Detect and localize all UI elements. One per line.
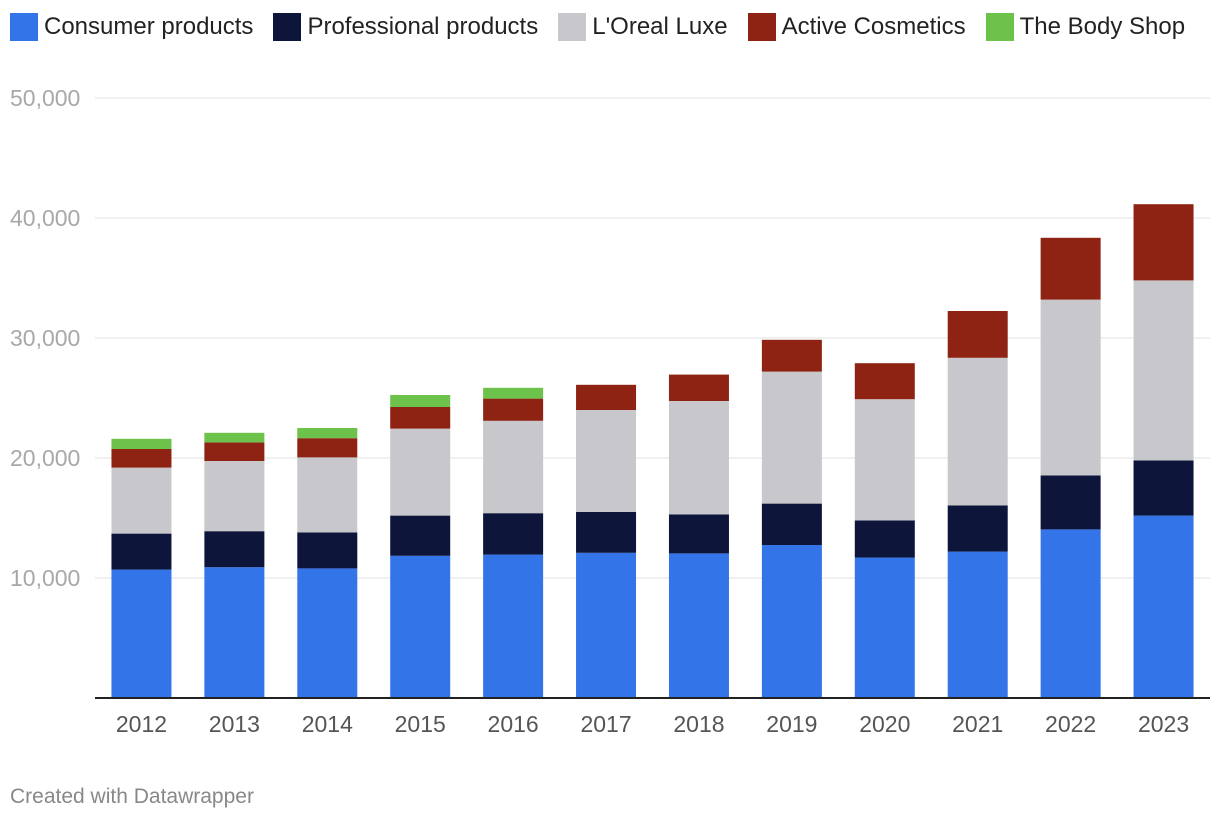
bar-segment bbox=[668, 374, 729, 401]
y-tick-label: 50,000 bbox=[10, 85, 80, 111]
bar-segment bbox=[111, 438, 172, 449]
x-tick-label: 2018 bbox=[673, 711, 724, 737]
bar-segment bbox=[854, 520, 915, 558]
bar-segment bbox=[111, 533, 172, 570]
bar-segment bbox=[483, 513, 544, 555]
x-tick-label: 2019 bbox=[766, 711, 817, 737]
legend-swatch bbox=[985, 13, 1014, 41]
bar-segment bbox=[761, 503, 822, 545]
legend-label: Active Cosmetics bbox=[781, 13, 966, 40]
bar-segment bbox=[668, 514, 729, 554]
legend-item-l-oreal-luxe: L'Oreal Luxe bbox=[558, 13, 728, 41]
bar-segment bbox=[576, 384, 637, 410]
legend-item-the-body-shop: The Body Shop bbox=[985, 13, 1186, 41]
bar-segment bbox=[111, 569, 172, 698]
bar-segment bbox=[1040, 529, 1101, 698]
bar-segment bbox=[576, 552, 637, 698]
bar-segment bbox=[1040, 299, 1101, 476]
legend-swatch bbox=[747, 13, 776, 41]
bar-segment bbox=[1133, 280, 1194, 461]
bar-segment bbox=[947, 311, 1008, 358]
legend-label: Consumer products bbox=[44, 13, 254, 40]
bar-segment bbox=[390, 515, 451, 556]
x-tick-label: 2021 bbox=[952, 711, 1003, 737]
bar-segment bbox=[204, 567, 265, 698]
legend-label: L'Oreal Luxe bbox=[592, 13, 728, 40]
bar-segment bbox=[390, 407, 451, 429]
bar-segment bbox=[483, 420, 544, 514]
x-tick-label: 2020 bbox=[859, 711, 910, 737]
bar-segment bbox=[854, 363, 915, 400]
legend-swatch bbox=[10, 13, 38, 41]
legend-swatch bbox=[273, 13, 302, 41]
bar-segment bbox=[390, 428, 451, 516]
chart-legend: Consumer products Professional products L'… bbox=[10, 10, 1205, 44]
bar-segment bbox=[761, 339, 822, 372]
bar-segment bbox=[576, 512, 637, 553]
y-tick-label: 20,000 bbox=[10, 445, 80, 471]
bar-segment bbox=[761, 545, 822, 698]
bar-segment bbox=[668, 401, 729, 515]
bar-segment bbox=[390, 555, 451, 698]
legend-label: The Body Shop bbox=[1019, 13, 1186, 40]
bar-segment bbox=[204, 531, 265, 568]
bar-segment bbox=[390, 395, 451, 407]
bar-segment bbox=[297, 428, 358, 439]
x-tick-label: 2017 bbox=[580, 711, 631, 737]
legend-item-active-cosmetics: Active Cosmetics bbox=[747, 13, 966, 41]
x-tick-label: 2015 bbox=[395, 711, 446, 737]
bar-segment bbox=[204, 461, 265, 532]
bar-segment bbox=[1040, 475, 1101, 530]
legend-item-professional-products: Professional products bbox=[273, 13, 538, 41]
bar-segment bbox=[668, 553, 729, 698]
bar-segment bbox=[854, 399, 915, 521]
y-tick-label: 10,000 bbox=[10, 565, 80, 591]
y-tick-label: 40,000 bbox=[10, 205, 80, 231]
bar-segment bbox=[204, 432, 265, 443]
bar-segment bbox=[1133, 515, 1194, 698]
x-tick-label: 2014 bbox=[302, 711, 353, 737]
bar-segment bbox=[947, 357, 1008, 506]
bar-segment bbox=[297, 568, 358, 698]
bar-segment bbox=[1133, 204, 1194, 281]
bar-segment bbox=[576, 410, 637, 512]
bar-segment bbox=[204, 442, 265, 461]
y-tick-label: 30,000 bbox=[10, 325, 80, 351]
bar-segment bbox=[297, 532, 358, 569]
bar-segment bbox=[947, 551, 1008, 698]
bar-segment bbox=[297, 457, 358, 533]
x-tick-label: 2022 bbox=[1045, 711, 1096, 737]
bar-segment bbox=[483, 554, 544, 698]
bar-segment bbox=[761, 371, 822, 504]
bar-segment bbox=[947, 505, 1008, 552]
bar-segment bbox=[111, 467, 172, 534]
bar-segment bbox=[1133, 460, 1194, 516]
bar-segment bbox=[1040, 237, 1101, 300]
bar-segment bbox=[483, 387, 544, 399]
bar-segment bbox=[854, 557, 915, 698]
x-tick-label: 2016 bbox=[488, 711, 539, 737]
bar-segment bbox=[483, 398, 544, 421]
x-tick-label: 2013 bbox=[209, 711, 260, 737]
legend-swatch bbox=[558, 13, 587, 41]
datawrapper-credit: Created with Datawrapper bbox=[10, 785, 254, 808]
x-tick-label: 2023 bbox=[1138, 711, 1189, 737]
x-tick-label: 2012 bbox=[116, 711, 167, 737]
bar-segment bbox=[111, 449, 172, 468]
legend-label: Professional products bbox=[307, 13, 539, 40]
bar-segment bbox=[297, 438, 358, 458]
legend-item-consumer-products: Consumer products bbox=[10, 13, 253, 41]
